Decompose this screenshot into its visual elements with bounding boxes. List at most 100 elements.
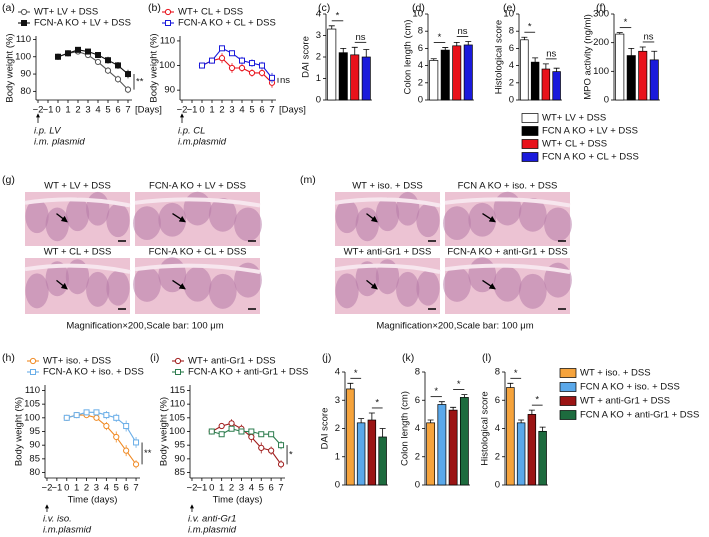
y-tick-label: 105 <box>169 412 185 423</box>
y-tick-label: 2 <box>418 77 423 88</box>
treatment-note: i.m. plasmid <box>34 137 85 148</box>
marker <box>199 62 205 69</box>
tile-label: FCN-A KO + CL + DSS <box>149 247 247 258</box>
tissue <box>208 197 237 232</box>
bar <box>448 409 458 486</box>
x-tick-label: 3 <box>94 483 99 494</box>
x-tick-label: 1 <box>219 483 224 494</box>
tissue <box>375 259 400 295</box>
marker <box>124 86 132 93</box>
legend-label: WT + iso. + DSS <box>580 368 651 379</box>
bar <box>361 56 371 101</box>
legend-swatch <box>521 113 539 123</box>
y-tick-label: 0 <box>418 95 423 106</box>
series-line <box>57 51 129 91</box>
x-axis-label: Time (days) <box>68 495 118 506</box>
x-axis-label: [Days] <box>279 105 306 116</box>
marker <box>103 412 110 419</box>
y-tick-label: 85 <box>174 467 185 478</box>
treatment-note: i.v. iso. <box>43 514 72 525</box>
y-tick-label: 2 <box>415 451 420 462</box>
bar <box>426 422 436 486</box>
legend-swatch <box>521 139 539 149</box>
tile-label: FCN A KO + iso. + DSS <box>458 181 558 192</box>
error-bar <box>616 32 623 35</box>
tissue <box>133 206 161 240</box>
marker <box>65 50 71 57</box>
legend-swatch <box>559 368 577 378</box>
marker <box>277 461 285 468</box>
tile-label: FCN-A KO + LV + DSS <box>149 181 246 192</box>
x-tick-label: 4 <box>95 105 100 116</box>
tile-label: WT + CL + DSS <box>44 247 112 258</box>
y-axis-label: MPO activity (ng/ml) <box>583 14 594 100</box>
marker <box>123 423 130 430</box>
tissue <box>25 199 49 234</box>
legend-marker <box>29 357 37 365</box>
tissue <box>544 207 572 242</box>
tissue <box>518 197 547 232</box>
arrow <box>366 213 378 223</box>
tissue <box>493 266 522 302</box>
marker <box>63 414 70 421</box>
significance: * <box>289 449 293 460</box>
bar <box>429 60 439 101</box>
x-tick-label: 6 <box>115 105 120 116</box>
x-tick-label: 7 <box>269 105 274 116</box>
error-bar <box>528 409 535 415</box>
marker <box>238 64 246 72</box>
x-tick-label: 0 <box>199 105 204 116</box>
x-tick-label: 1 <box>209 105 214 116</box>
tissue <box>416 203 440 238</box>
error-bar <box>379 428 386 437</box>
y-tick-label: 0 <box>415 480 420 491</box>
y-tick-label: 10 <box>503 9 514 20</box>
bar <box>459 397 469 486</box>
x-tick-label: 7 <box>133 483 138 494</box>
treatment-note: i.p. CL <box>178 126 205 137</box>
marker <box>248 433 255 441</box>
marker <box>113 433 120 441</box>
tile-label: WT + LV + DSS <box>44 181 111 192</box>
legend-label: FCN A KO + anti-Gr1 + DSS <box>580 410 699 421</box>
x-tick-label: −2 <box>187 483 198 494</box>
tissue-band <box>444 263 571 274</box>
bar <box>638 50 648 101</box>
bar <box>367 419 377 486</box>
y-tick-label: 8 <box>415 367 420 378</box>
x-tick-label: 0 <box>209 483 214 494</box>
x-tick-label: 3 <box>239 483 244 494</box>
error-bar <box>358 418 365 423</box>
legend-marker <box>21 20 27 26</box>
tile-label: FCN-A KO + anti-Gr1 + DSS <box>447 247 567 258</box>
tissue <box>45 207 69 242</box>
tissue <box>355 207 379 242</box>
x-tick-label: −1 <box>187 105 198 116</box>
x-tick-label: −2 <box>42 483 53 494</box>
error-bar <box>438 401 445 405</box>
tissue-band <box>444 197 571 208</box>
significance: * <box>535 395 539 406</box>
y-tick-label: 100 <box>15 51 31 62</box>
legend-swatch <box>521 152 539 162</box>
bar <box>615 33 625 101</box>
marker <box>83 409 90 416</box>
y-tick-label: 115 <box>170 385 185 396</box>
marker <box>239 57 245 64</box>
y-tick-label: 100 <box>593 66 609 77</box>
significance: ns <box>280 75 290 86</box>
y-tick-label: 0 <box>316 95 321 106</box>
arrow <box>56 279 68 290</box>
legend-label: WT+ CL + DSS <box>178 7 243 18</box>
y-tick-label: 105 <box>24 399 40 410</box>
legend-label: FCN A KO + CL + DSS <box>542 152 639 163</box>
marker <box>218 422 225 430</box>
legend-label: FCN-A KO + anti-Gr1 + DSS <box>188 367 308 378</box>
error-bar <box>351 46 358 55</box>
error-bar <box>450 406 457 411</box>
error-bar <box>628 48 635 56</box>
panel-label: (a) <box>2 2 15 14</box>
y-tick-label: 90 <box>174 453 185 464</box>
y-axis-label: Colon length (cm) <box>403 20 414 95</box>
y-tick-label: 110 <box>160 35 175 46</box>
